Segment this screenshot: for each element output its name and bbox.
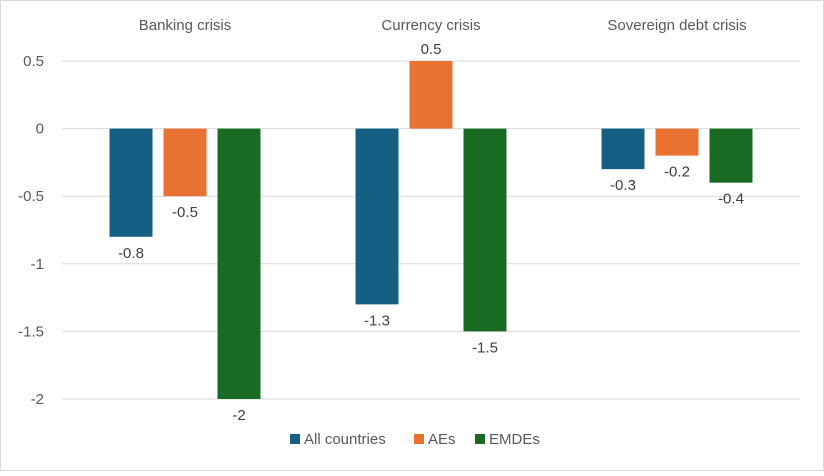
bar (163, 128, 207, 197)
legend-swatch (475, 434, 485, 444)
bar (601, 128, 645, 170)
legend-item: All countries (290, 431, 386, 448)
category-labels: Banking crisis Currency crisis Sovereign d… (139, 17, 747, 34)
data-label: -0.5 (172, 204, 198, 221)
category-label: Currency crisis (381, 17, 480, 34)
y-axis: 0.5 0 -0.5 -1 -1.5 -2 (18, 53, 44, 408)
y-tick-label: -1.5 (18, 323, 44, 340)
legend-label: All countries (304, 431, 386, 448)
legend-label: EMDEs (489, 431, 540, 448)
data-labels: -0.8 -0.5 -2 -1.3 0.5 -1.5 -0.3 -0.2 -0.4 (118, 41, 744, 424)
y-tick-label: 0 (36, 121, 44, 138)
data-label: -2 (232, 407, 245, 424)
bar (217, 128, 261, 399)
bar (709, 128, 753, 183)
legend: All countries AEs EMDEs (290, 431, 540, 448)
legend-swatch (290, 434, 300, 444)
y-tick-label: -1 (31, 256, 44, 273)
data-label: -0.8 (118, 245, 144, 262)
data-label: -0.2 (664, 164, 690, 181)
y-tick-label: -0.5 (18, 188, 44, 205)
data-label: 0.5 (421, 41, 442, 58)
legend-item: EMDEs (475, 431, 540, 448)
bar (463, 128, 507, 332)
bar (409, 61, 453, 129)
category-label: Sovereign debt crisis (607, 17, 746, 34)
legend-item: AEs (414, 431, 456, 448)
bars (109, 61, 753, 399)
data-label: -1.5 (472, 339, 498, 356)
bar (355, 128, 399, 305)
data-label: -0.4 (718, 191, 744, 208)
y-tick-label: 0.5 (23, 53, 44, 70)
bar (655, 128, 699, 156)
category-label: Banking crisis (139, 17, 232, 34)
legend-swatch (414, 434, 424, 444)
y-tick-label: -2 (31, 391, 44, 408)
bar (109, 128, 153, 237)
legend-label: AEs (428, 431, 456, 448)
data-label: -0.3 (610, 177, 636, 194)
data-label: -1.3 (364, 312, 390, 329)
